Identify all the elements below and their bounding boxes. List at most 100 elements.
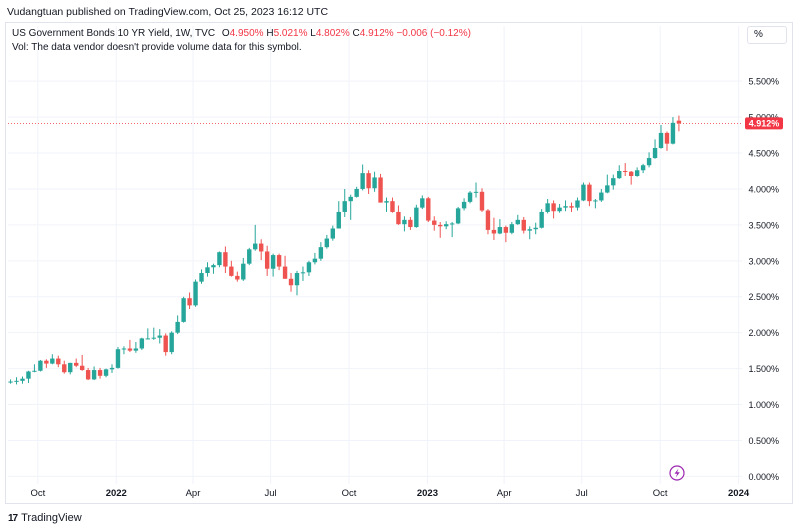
candle[interactable] <box>390 197 395 213</box>
candle[interactable] <box>312 252 318 265</box>
candle[interactable] <box>652 139 658 159</box>
candle[interactable] <box>79 354 85 371</box>
candle[interactable] <box>479 188 485 212</box>
candle[interactable] <box>569 202 574 212</box>
candle[interactable] <box>26 370 31 383</box>
candle[interactable] <box>270 253 276 277</box>
candle[interactable] <box>628 170 634 185</box>
candle[interactable] <box>97 367 103 379</box>
candle[interactable] <box>306 260 312 276</box>
candle[interactable] <box>611 174 616 190</box>
candle[interactable] <box>646 152 652 168</box>
candle[interactable] <box>634 167 640 177</box>
candle[interactable] <box>151 327 156 340</box>
candle[interactable] <box>217 251 222 268</box>
candle[interactable] <box>241 257 246 281</box>
candle[interactable] <box>670 117 676 145</box>
candle[interactable] <box>282 255 288 279</box>
candle[interactable] <box>115 347 121 369</box>
candle[interactable] <box>485 209 491 235</box>
candle[interactable] <box>193 279 198 307</box>
candle[interactable] <box>318 242 324 261</box>
candle[interactable] <box>199 269 204 284</box>
candle[interactable] <box>402 216 407 232</box>
candle[interactable] <box>426 196 431 223</box>
candle[interactable] <box>455 206 461 225</box>
candle[interactable] <box>563 200 568 212</box>
candle[interactable] <box>145 328 151 340</box>
candle[interactable] <box>396 205 401 225</box>
candle[interactable] <box>330 225 336 241</box>
candle[interactable] <box>103 368 109 378</box>
candle[interactable] <box>264 245 270 276</box>
candle[interactable] <box>593 199 598 209</box>
candle[interactable] <box>521 216 526 234</box>
candle[interactable] <box>300 266 306 281</box>
candle[interactable] <box>324 234 330 249</box>
candle[interactable] <box>515 214 520 225</box>
candle[interactable] <box>449 222 455 238</box>
candle[interactable] <box>467 191 473 204</box>
candle[interactable] <box>587 182 592 207</box>
candle[interactable] <box>443 221 449 230</box>
candle[interactable] <box>384 197 389 212</box>
candle[interactable] <box>473 182 479 198</box>
candle[interactable] <box>658 124 664 149</box>
candle[interactable] <box>640 163 646 174</box>
candle[interactable] <box>581 182 586 202</box>
candle[interactable] <box>44 359 49 368</box>
candle[interactable] <box>420 195 425 210</box>
candle[interactable] <box>557 204 562 213</box>
tradingview-logo-icon[interactable]: 17 <box>8 512 18 524</box>
candle[interactable] <box>157 329 162 344</box>
candle[interactable] <box>599 188 604 202</box>
candle[interactable] <box>139 337 145 350</box>
candle[interactable] <box>497 219 503 235</box>
candle[interactable] <box>288 273 294 292</box>
candle[interactable] <box>438 222 443 238</box>
candle[interactable] <box>62 360 67 374</box>
candle[interactable] <box>354 186 359 198</box>
candle[interactable] <box>8 379 13 384</box>
candle[interactable] <box>14 377 19 385</box>
candle[interactable] <box>38 359 43 372</box>
candle[interactable] <box>408 216 413 230</box>
candle[interactable] <box>223 246 228 274</box>
candle[interactable] <box>247 247 252 266</box>
candle[interactable] <box>336 201 341 229</box>
flash-icon[interactable] <box>669 465 685 481</box>
candle[interactable] <box>68 362 73 375</box>
candle[interactable] <box>50 354 55 365</box>
candle[interactable] <box>258 239 264 261</box>
candle[interactable] <box>235 271 240 282</box>
candle[interactable] <box>503 225 509 243</box>
candle[interactable] <box>121 346 127 355</box>
candle[interactable] <box>414 204 419 228</box>
candle[interactable] <box>32 364 37 373</box>
candle[interactable] <box>664 131 670 151</box>
candle[interactable] <box>294 270 300 296</box>
candle[interactable] <box>676 115 682 132</box>
candle[interactable] <box>253 224 258 251</box>
candle[interactable] <box>461 198 467 211</box>
candle[interactable] <box>20 376 25 384</box>
candle[interactable] <box>372 171 377 192</box>
candle[interactable] <box>366 170 371 194</box>
candle[interactable] <box>623 163 628 177</box>
candle[interactable] <box>175 315 180 335</box>
candle[interactable] <box>491 217 497 240</box>
candle[interactable] <box>211 263 216 274</box>
candle[interactable] <box>342 188 347 217</box>
candle[interactable] <box>432 216 437 231</box>
candle[interactable] <box>56 355 61 368</box>
candle[interactable] <box>181 296 186 323</box>
candle[interactable] <box>348 194 353 220</box>
candle[interactable] <box>205 262 210 277</box>
footer-brand[interactable]: TradingView <box>21 512 82 524</box>
candle[interactable] <box>360 164 365 191</box>
candle[interactable] <box>527 226 532 240</box>
candle[interactable] <box>229 260 234 277</box>
candle[interactable] <box>551 200 556 219</box>
percent-scale-button[interactable]: % <box>747 26 787 44</box>
